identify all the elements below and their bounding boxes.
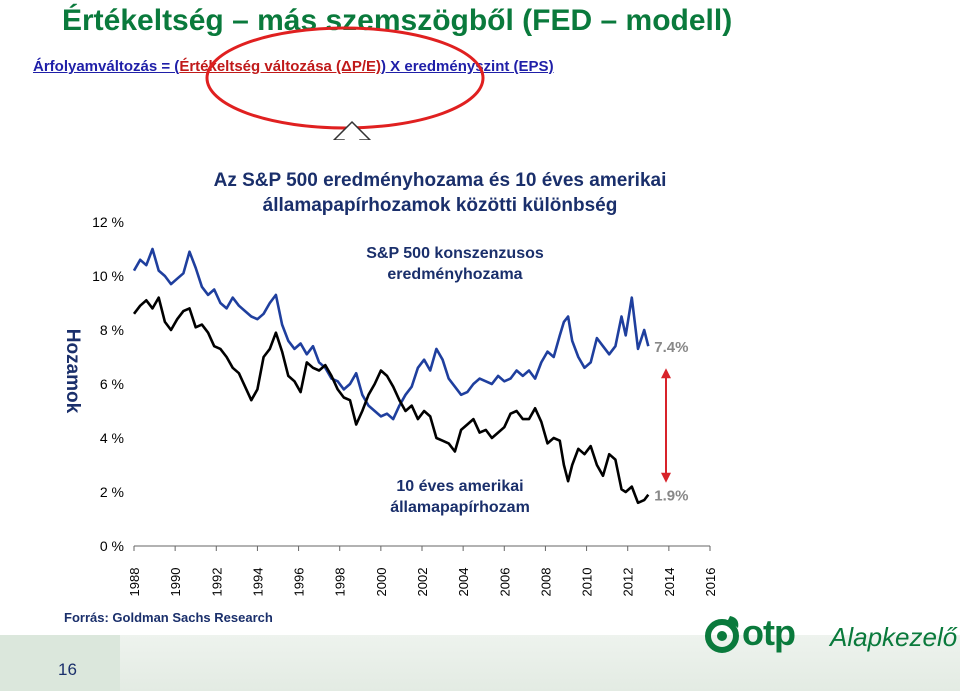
- page-tab: [0, 635, 120, 691]
- y-tick-label: 2 %: [100, 484, 124, 500]
- line-chart: 0 % 2 % 4 % 6 % 8 % 10 % 12 % 1988 1990 1992 1994 1…: [92, 214, 718, 597]
- x-tick-label: 1996: [292, 568, 307, 597]
- x-tick-label: 2004: [456, 568, 471, 597]
- x-tick-label: 2014: [662, 568, 677, 597]
- chart-title-line-1: Az S&P 500 eredményhozama és 10 éves ame…: [213, 170, 667, 191]
- x-tick-label: 1998: [333, 568, 348, 597]
- x-tick-label: 2002: [415, 568, 430, 597]
- footer-band: [0, 635, 960, 691]
- spread-arrow-head-top: [661, 368, 671, 379]
- x-tick-label: 1990: [168, 568, 183, 597]
- x-tick-label: 2000: [374, 568, 389, 597]
- up-arrow-icon: [332, 120, 372, 140]
- x-tick-label: 1988: [127, 568, 142, 597]
- y-tick-label: 10 %: [92, 268, 124, 284]
- y-tick-label: 0 %: [100, 538, 124, 554]
- formula-line: Árfolyamváltozás = (Értékeltség változás…: [33, 58, 554, 75]
- x-tick-label: 2012: [621, 568, 636, 597]
- source-note: Forrás: Goldman Sachs Research: [64, 610, 273, 625]
- chart-title: Az S&P 500 eredményhozama és 10 éves ame…: [150, 168, 730, 218]
- series-label-treasury-yield-line-2: államapapírhozam: [390, 499, 530, 516]
- series-label-treasury-yield-line-1: 10 éves amerikai: [396, 478, 524, 495]
- logo-subtitle: Alapkezelő: [830, 622, 958, 652]
- x-tick-label: 2008: [538, 568, 553, 597]
- x-tick-label: 2010: [580, 568, 595, 597]
- series-line-earnings-yield: [132, 247, 650, 421]
- formula-part-2: Értékeltség változása (ΔP/E): [179, 58, 382, 75]
- y-tick-label: 8 %: [100, 322, 124, 338]
- x-tick-label: 2016: [703, 568, 718, 597]
- spread-arrow-head-bottom: [661, 472, 671, 483]
- series-label-earnings-yield: S&P 500 konszenzusos eredményhozama: [330, 243, 580, 285]
- highlight-ellipse: [205, 26, 485, 140]
- otp-logo-icon: [705, 616, 739, 653]
- series-line-treasury-yield: [132, 296, 650, 505]
- x-tick-label: 2006: [497, 568, 512, 597]
- page-number: 16: [58, 660, 77, 679]
- end-label-treasury-yield: 1.9%: [654, 488, 688, 505]
- series-label-earnings-yield-line-1: S&P 500 konszenzusos: [366, 245, 544, 262]
- y-tick-label: 4 %: [100, 430, 124, 446]
- formula-part-1: Árfolyamváltozás = (: [33, 58, 180, 75]
- series-label-earnings-yield-line-2: eredményhozama: [387, 266, 523, 283]
- x-tick-label: 1992: [209, 568, 224, 597]
- y-tick-label: 6 %: [100, 376, 124, 392]
- logo-wordmark: otp: [742, 612, 796, 653]
- x-tick-label: 1994: [250, 568, 265, 597]
- y-tick-label: 12 %: [92, 214, 124, 230]
- chart-title-line-2: államapapírhozamok közötti különbség: [262, 195, 618, 216]
- end-label-earnings-yield: 7.4%: [654, 339, 688, 356]
- series-label-treasury-yield: 10 éves amerikai államapapírhozam: [360, 476, 560, 518]
- formula-part-3: ) X eredményszint (EPS): [381, 58, 554, 75]
